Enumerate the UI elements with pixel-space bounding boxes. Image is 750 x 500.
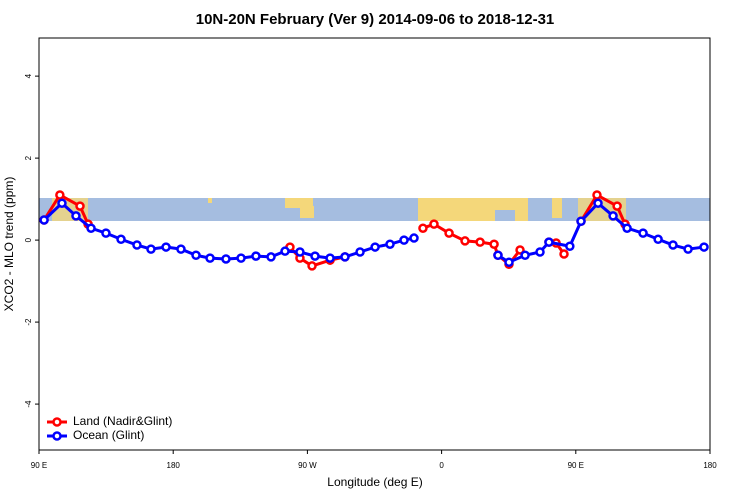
data-point <box>57 198 67 208</box>
data-point <box>205 253 215 263</box>
data-point <box>325 253 335 263</box>
data-point <box>576 216 586 226</box>
data-point <box>399 235 409 245</box>
data-point <box>75 201 85 211</box>
data-point <box>176 244 186 254</box>
data-point <box>444 228 454 238</box>
data-point <box>86 223 96 233</box>
data-point <box>385 239 395 249</box>
data-point <box>608 211 618 221</box>
data-point <box>370 242 380 252</box>
x-tick-label: 90 E <box>31 461 47 470</box>
data-point <box>146 244 156 254</box>
data-point <box>668 240 678 250</box>
data-point <box>653 234 663 245</box>
data-point <box>132 240 142 250</box>
y-tick-label: 0 <box>24 237 33 242</box>
legend-marker <box>52 431 62 441</box>
data-point <box>71 211 81 221</box>
data-point <box>520 250 530 261</box>
data-point <box>191 250 201 261</box>
x-tick-label: 180 <box>703 461 717 470</box>
legend-label: Ocean (Glint) <box>73 428 144 442</box>
data-point <box>592 190 602 200</box>
data-point <box>418 223 428 233</box>
data-point <box>307 261 317 271</box>
data-point <box>116 234 126 245</box>
data-point <box>612 201 622 211</box>
x-tick-label: 90 W <box>298 461 317 470</box>
data-point <box>565 241 575 252</box>
data-point <box>559 249 569 259</box>
data-point <box>55 190 65 200</box>
chart-title: 10N-20N February (Ver 9) 2014-09-06 to 2… <box>196 11 555 28</box>
data-point <box>266 252 276 262</box>
data-point <box>515 245 525 255</box>
data-point <box>699 242 709 252</box>
x-tick-label: 180 <box>167 461 181 470</box>
data-point <box>683 244 693 254</box>
data-point <box>340 252 350 262</box>
data-point <box>504 257 514 267</box>
x-tick-label: 0 <box>439 461 444 470</box>
data-point <box>429 219 439 229</box>
data-point <box>622 223 632 233</box>
y-tick-label: 4 <box>24 73 33 78</box>
data-point <box>489 239 499 249</box>
y-tick-label: -4 <box>24 400 33 408</box>
x-tick-label: 90 E <box>568 461 584 470</box>
data-point <box>161 242 171 252</box>
data-point <box>251 251 261 261</box>
x-axis-label: Longitude (deg E) <box>327 475 422 489</box>
y-axis-label: XCO2 - MLO trend (ppm) <box>2 177 16 312</box>
data-point <box>475 237 485 247</box>
data-point <box>39 215 49 225</box>
data-point <box>221 254 231 264</box>
data-point <box>101 228 111 238</box>
data-point <box>310 251 320 261</box>
y-tick-label: -2 <box>24 318 33 326</box>
data-point <box>355 247 365 257</box>
legend-label: Land (Nadir&Glint) <box>73 414 172 428</box>
legend-marker <box>52 417 62 427</box>
data-point <box>593 198 603 208</box>
data-point <box>409 233 419 243</box>
data-point <box>236 253 246 263</box>
data-point <box>638 228 648 238</box>
data-point <box>544 237 554 247</box>
data-point <box>535 247 545 257</box>
data-point <box>460 236 470 246</box>
plot-frame <box>38 37 711 451</box>
data-point <box>280 246 290 256</box>
data-point <box>493 250 503 261</box>
data-point <box>295 247 305 257</box>
y-tick-label: 2 <box>24 155 33 160</box>
